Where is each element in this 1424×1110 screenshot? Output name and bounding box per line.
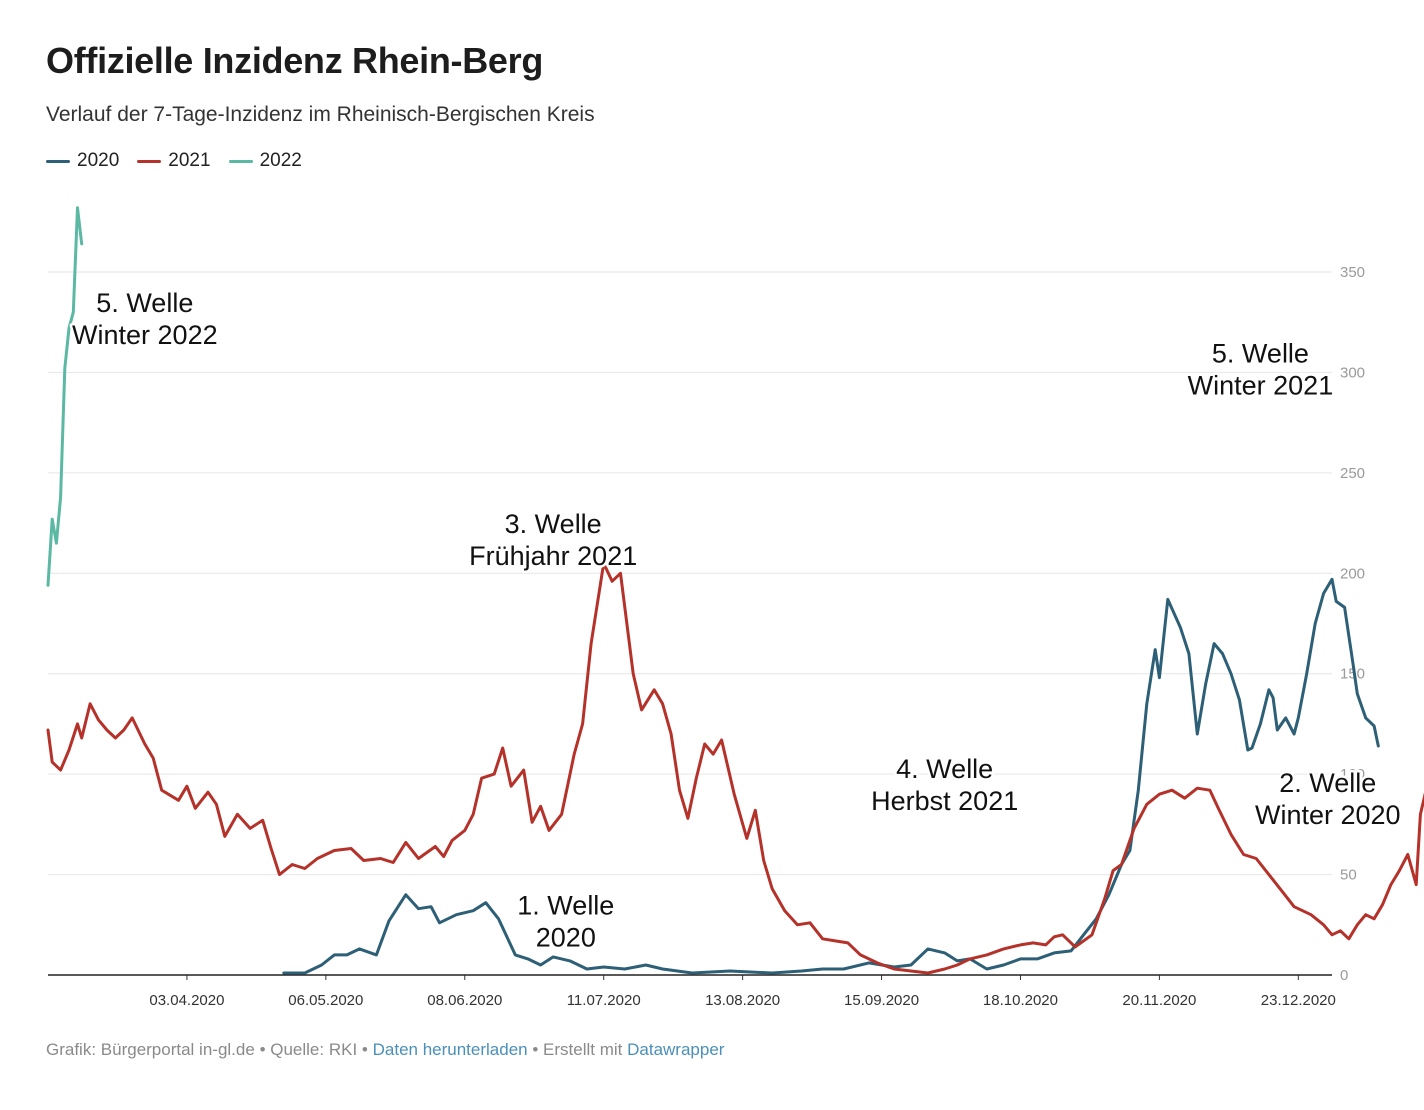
legend-item-2020: 2020 [46, 150, 119, 172]
legend-label-2020: 2020 [77, 150, 120, 171]
legend-swatch-2022 [228, 159, 253, 163]
gridlines [48, 271, 1332, 876]
x-tick-label: 08.06.2020 [427, 992, 502, 1009]
legend-item-2022: 2022 [228, 150, 302, 172]
footer-source: Quelle: RKI [270, 1040, 358, 1059]
x-tick-label: 15.09.2020 [844, 992, 919, 1009]
legend: 2020 2021 2022 [46, 150, 302, 172]
y-tick-label: 0 [1340, 967, 1348, 984]
annotation-label: 1. Welle 2020 [517, 891, 614, 953]
legend-swatch-2021 [137, 159, 162, 163]
x-tick-label: 20.11.2020 [1122, 992, 1196, 1009]
x-tick-label: 06.05.2020 [288, 992, 363, 1009]
footer-separator: • [532, 1040, 539, 1059]
legend-swatch-2020 [46, 159, 70, 163]
series-line-2020 [282, 577, 1380, 975]
datawrapper-link[interactable]: Datawrapper [627, 1040, 725, 1059]
x-tick-label: 11.07.2020 [567, 992, 641, 1009]
legend-label-2021: 2021 [168, 150, 211, 171]
x-tick-label: 13.08.2020 [705, 992, 780, 1009]
footer-separator: • [361, 1040, 368, 1059]
x-axis-ticks: 03.04.2020 06.05.2020 08.06.2020 11.07.2020… [149, 975, 1336, 1009]
y-tick-label: 100 [1340, 766, 1365, 783]
download-data-link[interactable]: Daten herunterladen [372, 1040, 528, 1059]
y-tick-label: 300 [1340, 364, 1365, 381]
x-tick-label: 03.04.2020 [149, 992, 224, 1009]
legend-item-2021: 2021 [137, 150, 211, 172]
legend-label-2022: 2022 [259, 150, 302, 171]
annotation-label: 4. Welle Herbst 2021 [871, 754, 1018, 816]
annotation-label: 2. Welle Winter 2020 [1255, 768, 1401, 830]
annotation-label: 3. Welle Frühjahr 2021 [469, 509, 637, 571]
series-line-2022 [46, 206, 84, 587]
line-chart: 0 50 100 150 200 250 300 350 03.04.2020 06.05.20… [46, 206, 1424, 1009]
series-lines [46, 206, 1424, 975]
footer: Grafik: Bürgerportal in-gl.de • Quelle: … [46, 1040, 724, 1060]
x-tick-label: 23.12.2020 [1261, 992, 1336, 1009]
chart-title: Offizielle Inzidenz Rhein-Berg [46, 40, 544, 81]
y-tick-label: 150 [1340, 666, 1365, 683]
chart-subtitle: Verlauf der 7-Tage-Inzidenz im Rheinisch… [46, 103, 595, 126]
footer-credit: Grafik: Bürgerportal in-gl.de [46, 1040, 255, 1059]
y-tick-label: 250 [1340, 465, 1365, 482]
y-tick-label: 350 [1340, 264, 1365, 281]
annotations: 5. Welle Winter 2022 3. Welle Frühjahr 2021… [70, 286, 1404, 956]
annotation-label: 5. Welle Winter 2022 [72, 288, 218, 350]
footer-separator: • [259, 1040, 266, 1059]
annotation-label: 5. Welle Winter 2021 [1188, 338, 1334, 400]
y-tick-label: 200 [1340, 565, 1365, 582]
y-axis-ticks: 0 50 100 150 200 250 300 350 [1340, 264, 1365, 984]
x-tick-label: 18.10.2020 [983, 992, 1058, 1009]
series-line-2021 [46, 561, 1424, 975]
footer-created-with: Erstellt mit [543, 1040, 623, 1059]
y-tick-label: 50 [1340, 867, 1357, 884]
